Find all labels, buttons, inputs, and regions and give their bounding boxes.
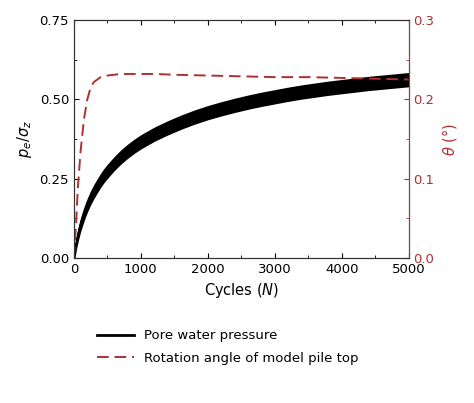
Y-axis label: $\theta$ (°): $\theta$ (°) xyxy=(440,123,459,156)
Y-axis label: $p_e/\sigma_z$: $p_e/\sigma_z$ xyxy=(15,120,34,158)
X-axis label: Cycles ($N$): Cycles ($N$) xyxy=(204,281,279,301)
Legend: Pore water pressure, Rotation angle of model pile top: Pore water pressure, Rotation angle of m… xyxy=(91,324,364,370)
